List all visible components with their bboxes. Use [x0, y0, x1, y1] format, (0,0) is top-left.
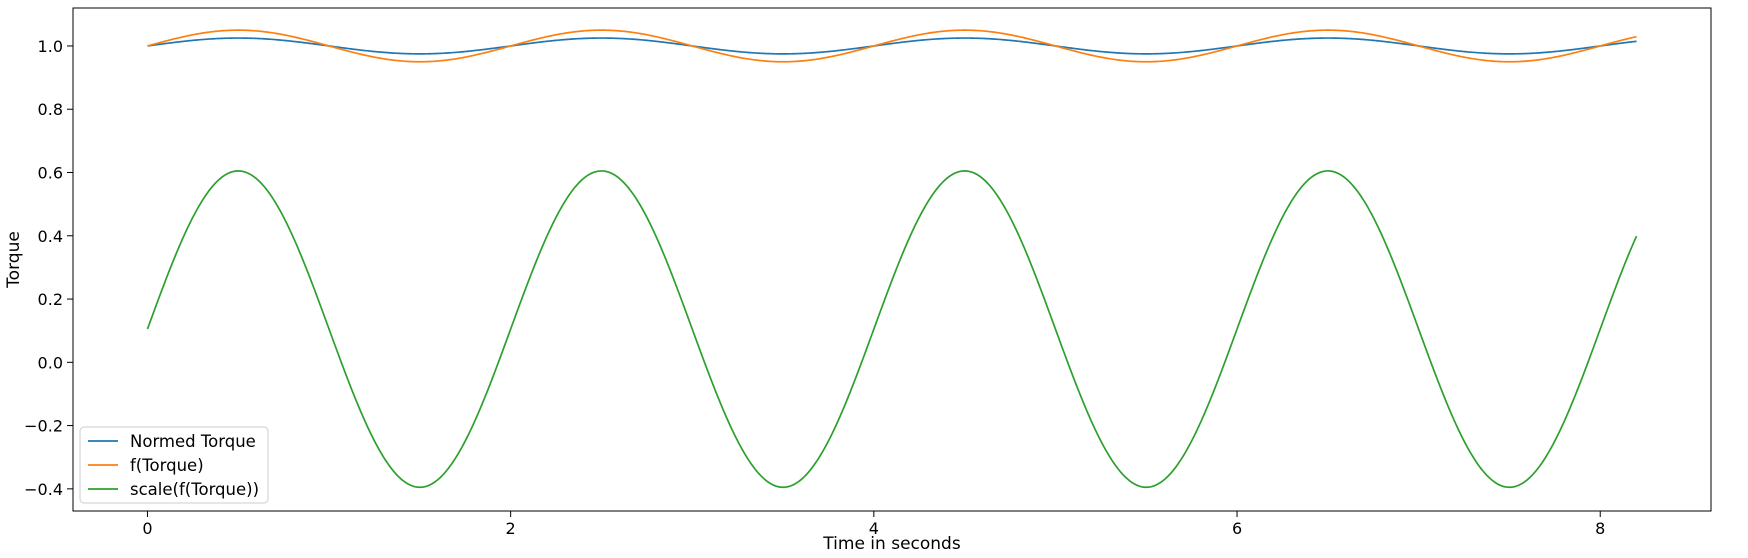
y-tick-label: 0.8	[38, 100, 63, 119]
legend-label-0: Normed Torque	[130, 432, 256, 451]
y-tick-label: −0.2	[24, 417, 63, 436]
legend-label-1: f(Torque)	[130, 456, 204, 475]
series-line-2	[146, 170, 1638, 489]
y-tick-label: 0.6	[38, 164, 63, 183]
y-tick-label: −0.4	[24, 480, 63, 499]
y-axis-ticks: −0.4 −0.2 0.0 0.2 0.4 0.6 0.8 1.0	[24, 37, 73, 499]
plot-frame	[72, 7, 1712, 512]
y-tick-label: 0.0	[38, 353, 63, 372]
x-tick-label: 6	[1232, 519, 1242, 538]
x-tick-label: 8	[1595, 519, 1605, 538]
y-axis-label: Torque	[4, 231, 24, 289]
series-line-1	[147, 29, 1637, 63]
series-line-0	[147, 37, 1637, 55]
x-axis-ticks: 0 2 4 6 8	[142, 511, 1605, 538]
series-layer	[146, 29, 1638, 489]
legend-box	[79, 426, 269, 504]
x-tick-label: 4	[869, 519, 879, 538]
x-tick-label: 2	[506, 519, 516, 538]
y-tick-label: 0.2	[38, 290, 63, 309]
x-axis-label: Time in seconds	[822, 534, 961, 554]
x-tick-label: 0	[142, 519, 152, 538]
legend-label-2: scale(f(Torque))	[130, 480, 259, 499]
y-tick-label: 0.4	[38, 227, 63, 246]
y-tick-label: 1.0	[38, 37, 63, 56]
legend: Normed Torque f(Torque) scale(f(Torque))	[79, 426, 269, 504]
